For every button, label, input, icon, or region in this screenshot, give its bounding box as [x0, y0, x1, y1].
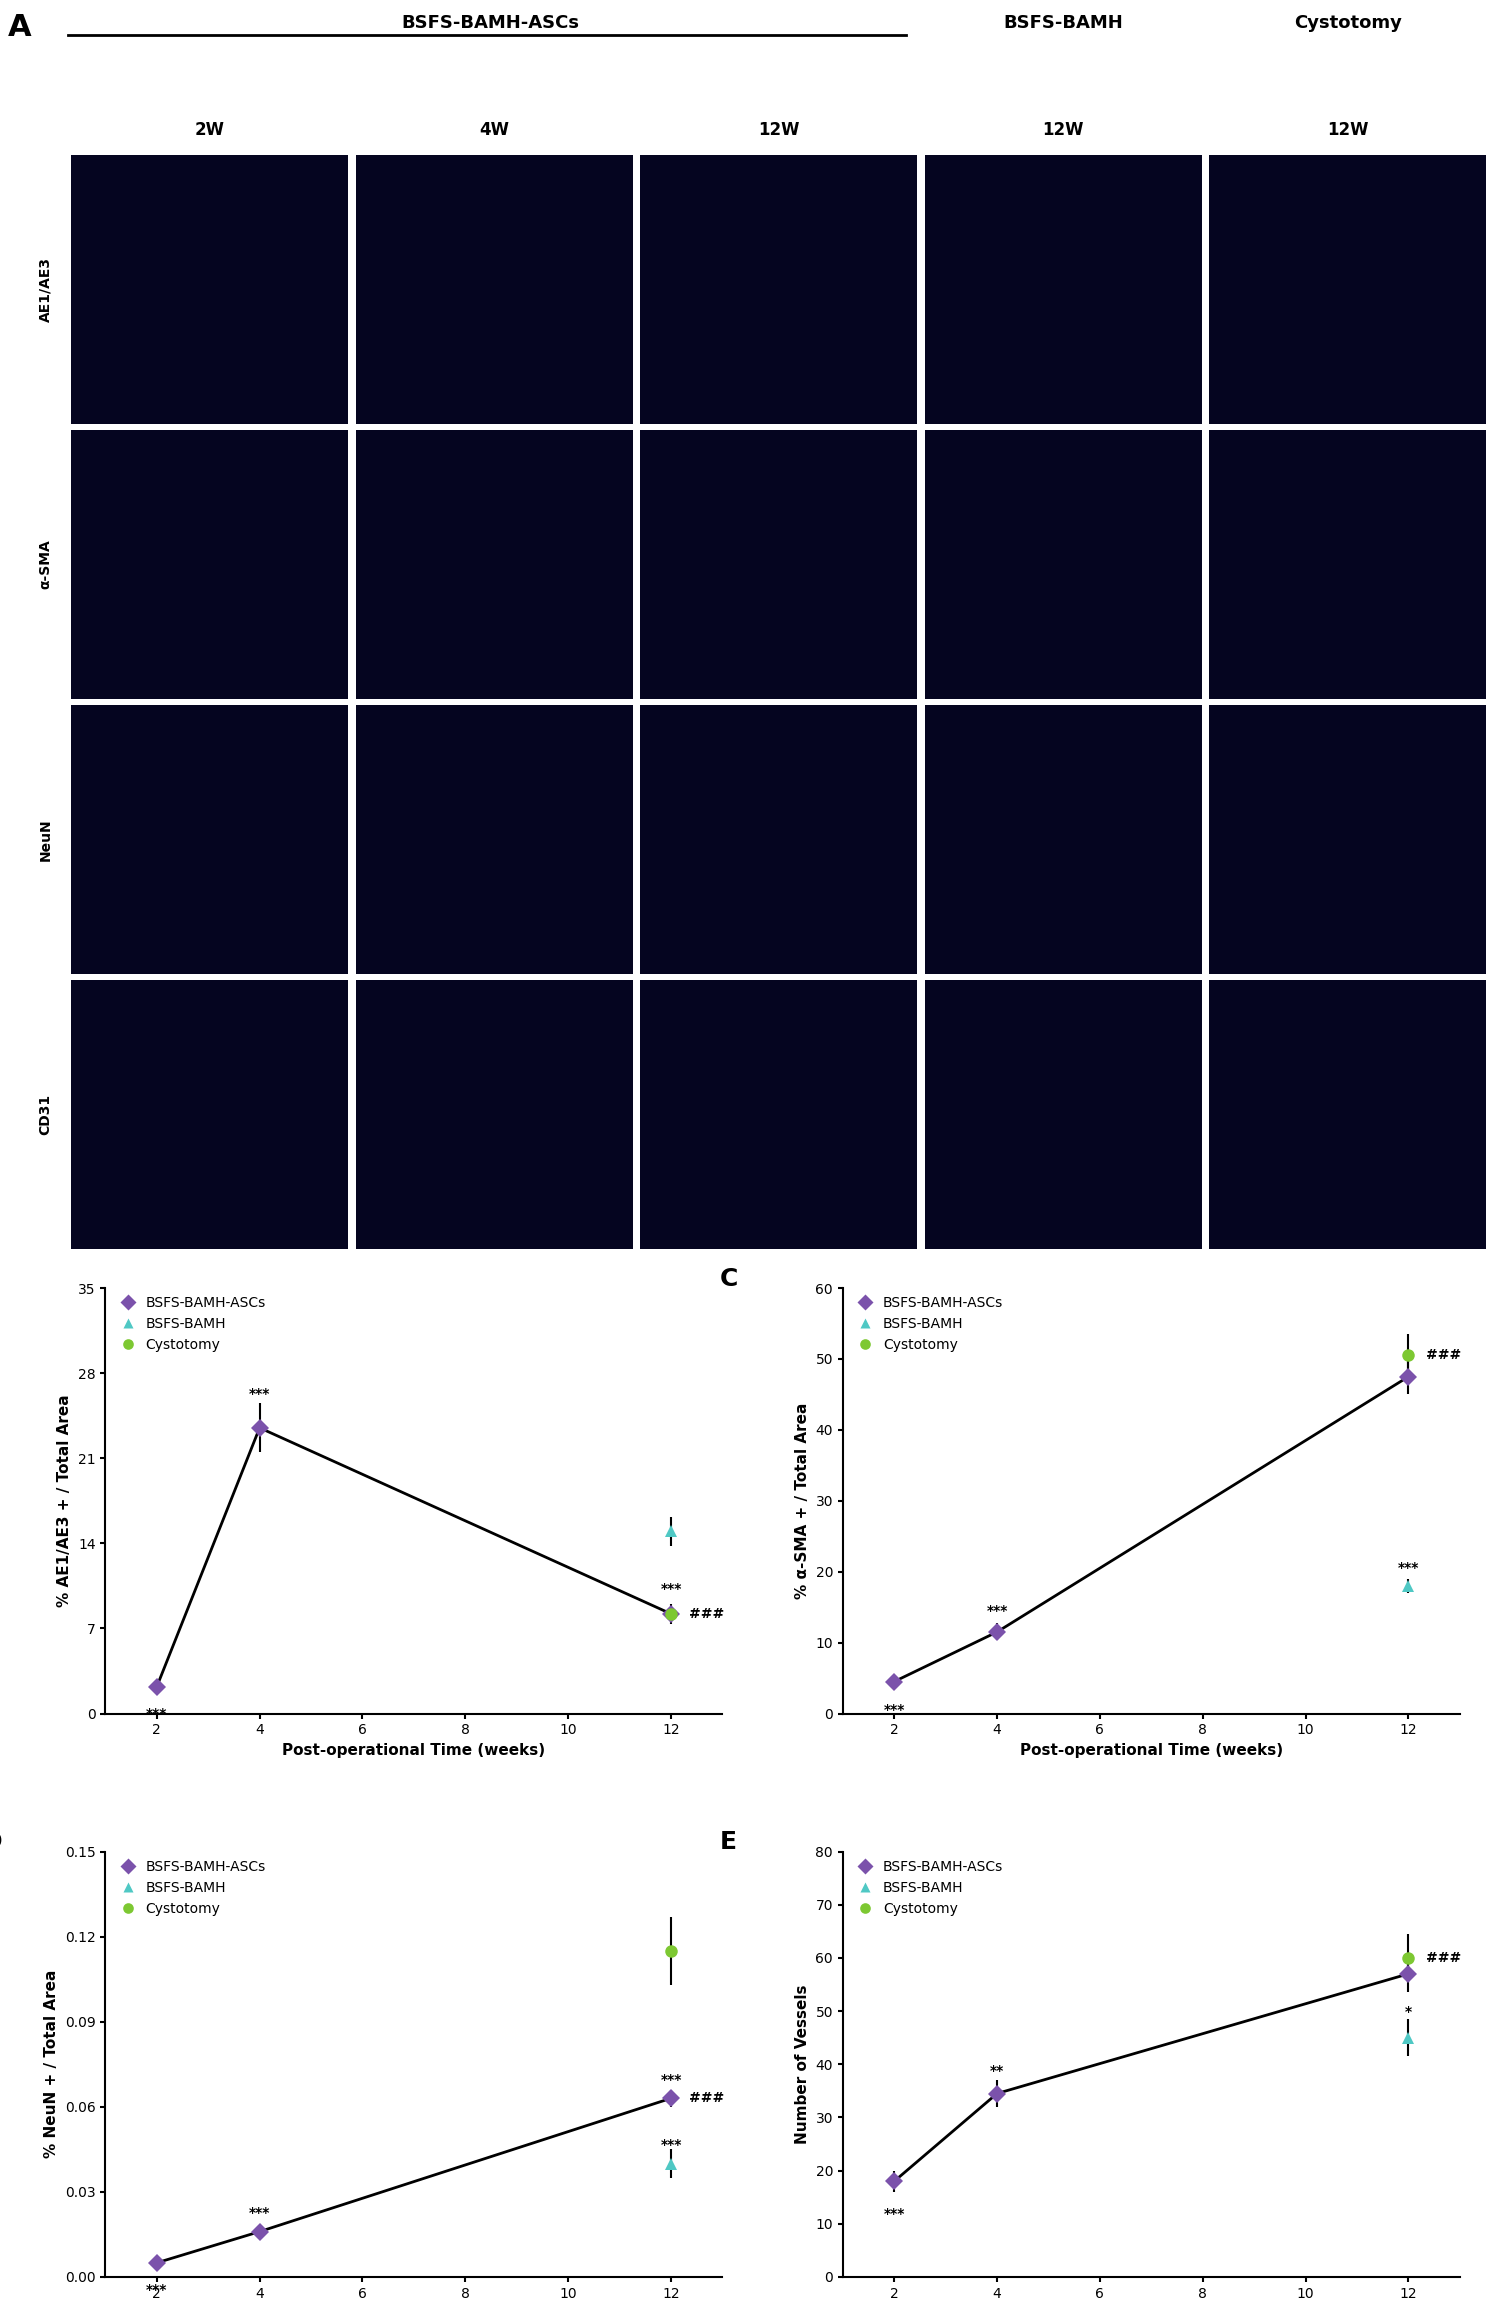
Bar: [641, 706, 917, 975]
Bar: [72, 154, 349, 423]
Text: ***: ***: [883, 2208, 905, 2222]
Legend: BSFS-BAMH-ASCs, BSFS-BAMH, Cystotomy: BSFS-BAMH-ASCs, BSFS-BAMH, Cystotomy: [850, 1858, 1005, 1918]
Bar: [357, 706, 632, 975]
Text: ***: ***: [146, 2284, 167, 2298]
Text: ***: ***: [248, 1387, 271, 1401]
Bar: [72, 430, 349, 699]
Y-axis label: % NeuN + / Total Area: % NeuN + / Total Area: [44, 1971, 59, 2157]
Text: ***: ***: [661, 2139, 682, 2153]
Y-axis label: % α-SMA + / Total Area: % α-SMA + / Total Area: [795, 1403, 810, 1598]
Text: E: E: [719, 1831, 736, 1854]
Text: ***: ***: [986, 1603, 1008, 1617]
Text: **: **: [990, 2063, 1004, 2077]
Bar: [641, 430, 917, 699]
Bar: [1210, 430, 1487, 699]
Y-axis label: Number of Vessels: Number of Vessels: [795, 1985, 810, 2144]
Text: 2W: 2W: [196, 122, 224, 138]
X-axis label: Post-operational Time (weeks): Post-operational Time (weeks): [1020, 1743, 1282, 1757]
Text: 12W: 12W: [759, 122, 799, 138]
Bar: [924, 430, 1201, 699]
Text: 12W: 12W: [1327, 122, 1368, 138]
Text: ***: ***: [248, 2206, 271, 2220]
Text: *: *: [1404, 2006, 1412, 2019]
Bar: [1210, 154, 1487, 423]
Bar: [357, 980, 632, 1249]
Text: NeuN: NeuN: [39, 819, 53, 860]
Text: 4W: 4W: [480, 122, 509, 138]
Text: BSFS-BAMH: BSFS-BAMH: [1004, 14, 1123, 32]
Text: C: C: [719, 1267, 737, 1290]
Legend: BSFS-BAMH-ASCs, BSFS-BAMH, Cystotomy: BSFS-BAMH-ASCs, BSFS-BAMH, Cystotomy: [113, 1295, 268, 1355]
Text: AE1/AE3: AE1/AE3: [39, 258, 53, 322]
Text: A: A: [8, 12, 32, 41]
Text: BSFS-BAMH-ASCs: BSFS-BAMH-ASCs: [402, 14, 579, 32]
Text: ###: ###: [689, 1608, 724, 1621]
Text: ###: ###: [1427, 1348, 1461, 1362]
Text: ***: ***: [1398, 1562, 1419, 1576]
Bar: [357, 154, 632, 423]
Bar: [924, 706, 1201, 975]
Bar: [641, 980, 917, 1249]
Bar: [72, 980, 349, 1249]
Text: ###: ###: [689, 2091, 724, 2105]
Bar: [1210, 980, 1487, 1249]
Bar: [1210, 706, 1487, 975]
Legend: BSFS-BAMH-ASCs, BSFS-BAMH, Cystotomy: BSFS-BAMH-ASCs, BSFS-BAMH, Cystotomy: [113, 1858, 268, 1918]
Text: α-SMA: α-SMA: [39, 540, 53, 589]
X-axis label: Post-operational Time (weeks): Post-operational Time (weeks): [283, 1743, 545, 1757]
Text: ***: ***: [146, 1707, 167, 1720]
Y-axis label: % AE1/AE3 + / Total Area: % AE1/AE3 + / Total Area: [57, 1394, 72, 1608]
Bar: [641, 154, 917, 423]
Text: ###: ###: [1427, 1950, 1461, 1964]
Bar: [924, 980, 1201, 1249]
Text: Cystotomy: Cystotomy: [1294, 14, 1401, 32]
Text: D: D: [0, 1831, 3, 1854]
Legend: BSFS-BAMH-ASCs, BSFS-BAMH, Cystotomy: BSFS-BAMH-ASCs, BSFS-BAMH, Cystotomy: [850, 1295, 1005, 1355]
Text: CD31: CD31: [39, 1095, 53, 1136]
Text: ***: ***: [883, 1702, 905, 1718]
Bar: [72, 706, 349, 975]
Text: ***: ***: [661, 1582, 682, 1596]
Text: ***: ***: [661, 2072, 682, 2086]
Text: 12W: 12W: [1043, 122, 1084, 138]
Bar: [357, 430, 632, 699]
Bar: [924, 154, 1201, 423]
